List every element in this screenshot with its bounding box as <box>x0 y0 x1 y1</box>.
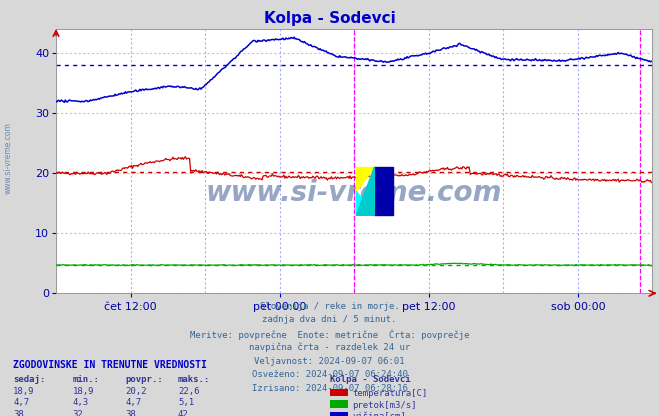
Text: 4,7: 4,7 <box>13 398 29 407</box>
Text: 18,9: 18,9 <box>72 386 94 396</box>
Text: 20,2: 20,2 <box>125 386 147 396</box>
Polygon shape <box>357 191 374 215</box>
Text: 38: 38 <box>125 410 136 416</box>
Text: višina[cm]: višina[cm] <box>353 412 407 416</box>
Polygon shape <box>357 167 374 215</box>
Text: Slovenija / reke in morje.: Slovenija / reke in morje. <box>260 302 399 311</box>
Text: 42: 42 <box>178 410 188 416</box>
Text: povpr.:: povpr.: <box>125 375 163 384</box>
Text: ZGODOVINSKE IN TRENUTNE VREDNOSTI: ZGODOVINSKE IN TRENUTNE VREDNOSTI <box>13 360 207 370</box>
Text: www.si-vreme.com: www.si-vreme.com <box>3 122 13 194</box>
Text: temperatura[C]: temperatura[C] <box>353 389 428 398</box>
Text: www.si-vreme.com: www.si-vreme.com <box>206 179 502 207</box>
Text: maks.:: maks.: <box>178 375 210 384</box>
Text: 4,3: 4,3 <box>72 398 88 407</box>
Text: min.:: min.: <box>72 375 100 384</box>
Text: 18,9: 18,9 <box>13 386 35 396</box>
Text: Osveženo: 2024-09-07 06:24:40: Osveženo: 2024-09-07 06:24:40 <box>252 370 407 379</box>
Text: 32: 32 <box>72 410 83 416</box>
Text: Meritve: povprečne  Enote: metrične  Črta: povprečje: Meritve: povprečne Enote: metrične Črta:… <box>190 329 469 339</box>
Text: zadnja dva dni / 5 minut.: zadnja dva dni / 5 minut. <box>262 315 397 324</box>
Polygon shape <box>357 167 374 191</box>
Polygon shape <box>374 167 393 215</box>
Text: sedaj:: sedaj: <box>13 375 45 384</box>
Text: 4,7: 4,7 <box>125 398 141 407</box>
Text: Kolpa - Sodevci: Kolpa - Sodevci <box>330 375 410 384</box>
Text: 5,1: 5,1 <box>178 398 194 407</box>
Text: 22,6: 22,6 <box>178 386 200 396</box>
Text: pretok[m3/s]: pretok[m3/s] <box>353 401 417 410</box>
Text: navpična črta - razdelek 24 ur: navpična črta - razdelek 24 ur <box>249 343 410 352</box>
Text: 38: 38 <box>13 410 24 416</box>
Text: Kolpa - Sodevci: Kolpa - Sodevci <box>264 11 395 26</box>
Text: Veljavnost: 2024-09-07 06:01: Veljavnost: 2024-09-07 06:01 <box>254 357 405 366</box>
Text: Izrisano: 2024-09-07 06:28:16: Izrisano: 2024-09-07 06:28:16 <box>252 384 407 393</box>
